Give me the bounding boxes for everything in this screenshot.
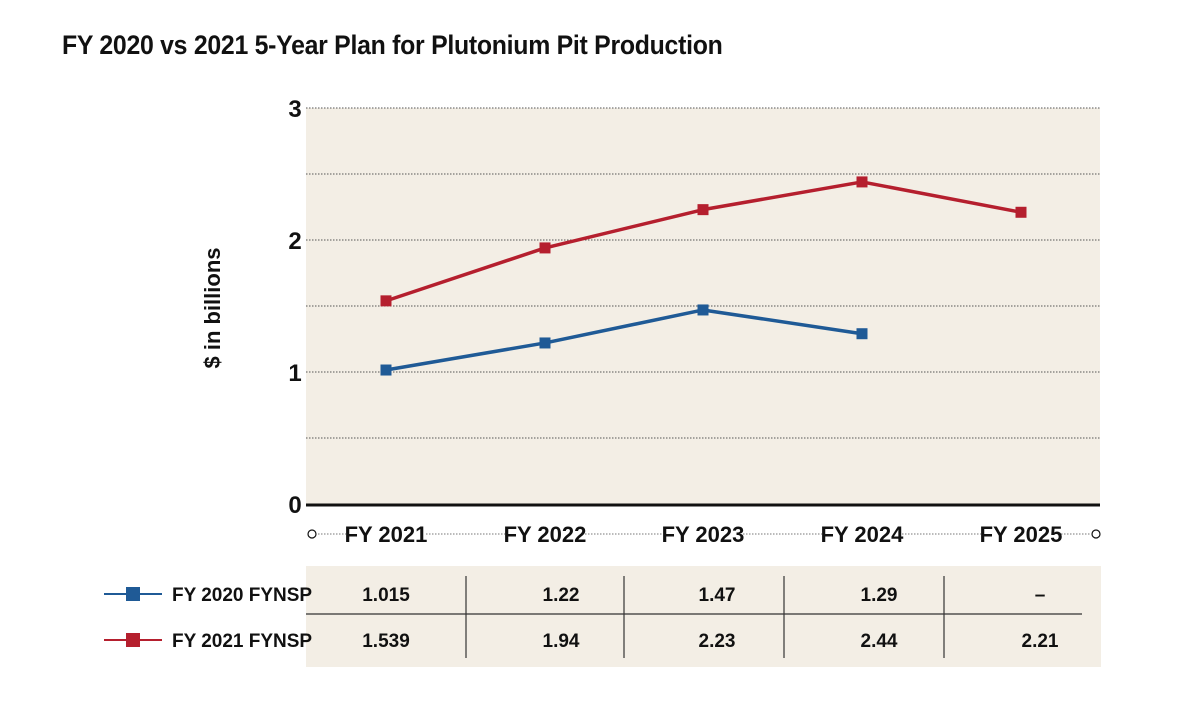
x-category-label: FY 2025: [980, 522, 1063, 547]
series-lines: [380, 176, 1027, 376]
data-point-marker: [1015, 206, 1027, 218]
data-point-marker: [697, 304, 709, 316]
table-cell-value: 1.94: [543, 631, 580, 652]
y-tick-label: 1: [288, 360, 301, 387]
y-tick-label: 0: [288, 492, 301, 519]
x-category-label: FY 2023: [662, 522, 745, 547]
table-cell-value: 2.23: [699, 631, 736, 652]
x-category-label: FY 2024: [821, 522, 905, 547]
data-point-marker: [380, 364, 392, 376]
axis-end-marker: [307, 529, 317, 539]
x-category-label: FY 2022: [504, 522, 587, 547]
data-table: FY 2020 FYNSP 1.015 1.22 1.47 1.29 – FY 2021 F…: [104, 576, 1082, 658]
series-line: [385, 308, 863, 372]
data-point-marker: [856, 328, 868, 340]
x-category-labels: FY 2021 FY 2022 FY 2023 FY 2024 FY 2025: [307, 522, 1101, 547]
y-tick-label: 2: [288, 228, 301, 255]
table-cell-value: –: [1035, 585, 1046, 606]
data-point-marker: [380, 295, 392, 307]
y-axis-label: $ in billions: [200, 247, 225, 368]
axis-end-marker: [1091, 529, 1101, 539]
table-cell-value: 1.29: [861, 585, 898, 606]
legend-series-name: FY 2021 FYNSP: [172, 631, 312, 652]
legend-marker: [126, 633, 140, 647]
table-cell-value: 1.015: [362, 585, 410, 606]
data-point-marker: [856, 176, 868, 188]
data-point-marker: [697, 204, 709, 216]
y-tick-labels: 0 1 2 3: [288, 96, 301, 519]
table-cell-value: 2.44: [861, 631, 898, 652]
table-cell-value: 2.21: [1022, 631, 1059, 652]
legend-marker: [126, 587, 140, 601]
data-point-marker: [539, 337, 551, 349]
legend-series-name: FY 2020 FYNSP: [172, 585, 312, 606]
table-cell-value: 1.539: [362, 631, 410, 652]
table-cell-value: 1.22: [543, 585, 580, 606]
table-cell-value: 1.47: [699, 585, 736, 606]
y-tick-label: 3: [288, 96, 301, 123]
data-point-marker: [539, 242, 551, 254]
x-category-label: FY 2021: [345, 522, 428, 547]
data-table-background: [306, 566, 1101, 667]
chart-title: FY 2020 vs 2021 5-Year Plan for Plutoniu…: [62, 30, 723, 60]
